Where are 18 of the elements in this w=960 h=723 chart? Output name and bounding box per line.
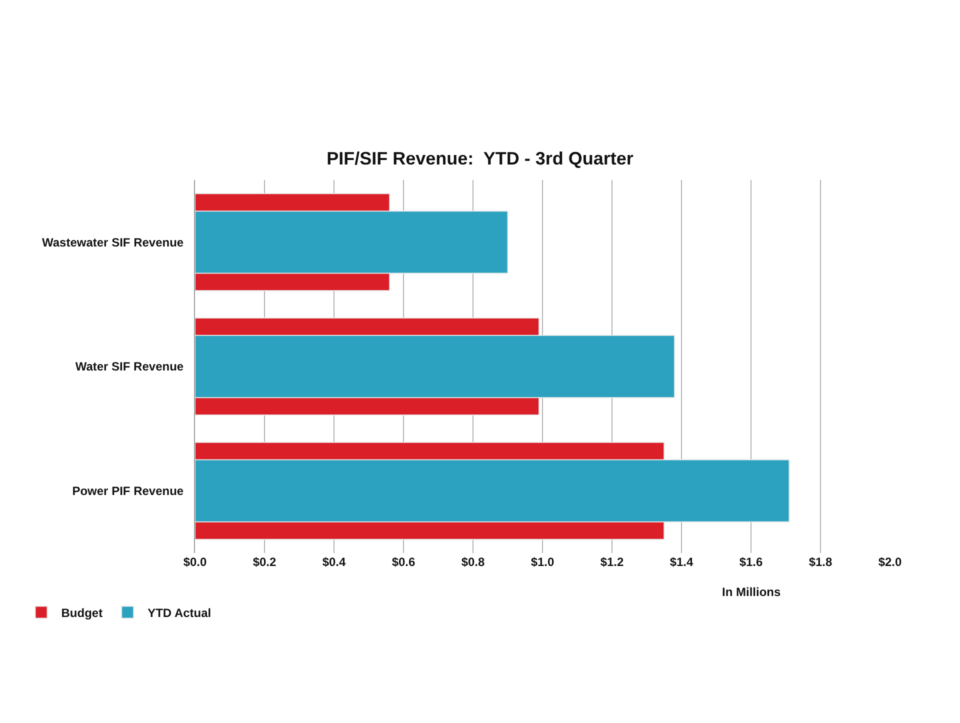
x-tick-label: $1.2 [600,555,624,569]
legend-label: YTD Actual [148,606,212,620]
y-tick-label: Power PIF Revenue [72,484,184,498]
legend-label: Budget [61,606,103,620]
x-tick-label: $2.0 [878,555,902,569]
x-tick-label: $1.0 [530,555,554,569]
x-tick-label: $0.8 [461,555,485,569]
x-tick-label: $0.6 [392,555,416,569]
x-tick-label: $1.6 [739,555,763,569]
x-tick-label: $0.0 [183,555,207,569]
y-tick-label: Water SIF Revenue [75,360,184,374]
x-tick-label: $1.4 [670,555,694,569]
chart-title: PIF/SIF Revenue: YTD - 3rd Quarter [326,148,634,168]
x-tick-label: $1.8 [808,555,832,569]
y-tick-label: Wastewater SIF Revenue [42,235,184,250]
x-tick-label: $0.2 [252,555,276,569]
x-axis-title: In Millions [722,585,781,599]
x-tick-label: $0.4 [322,555,346,569]
